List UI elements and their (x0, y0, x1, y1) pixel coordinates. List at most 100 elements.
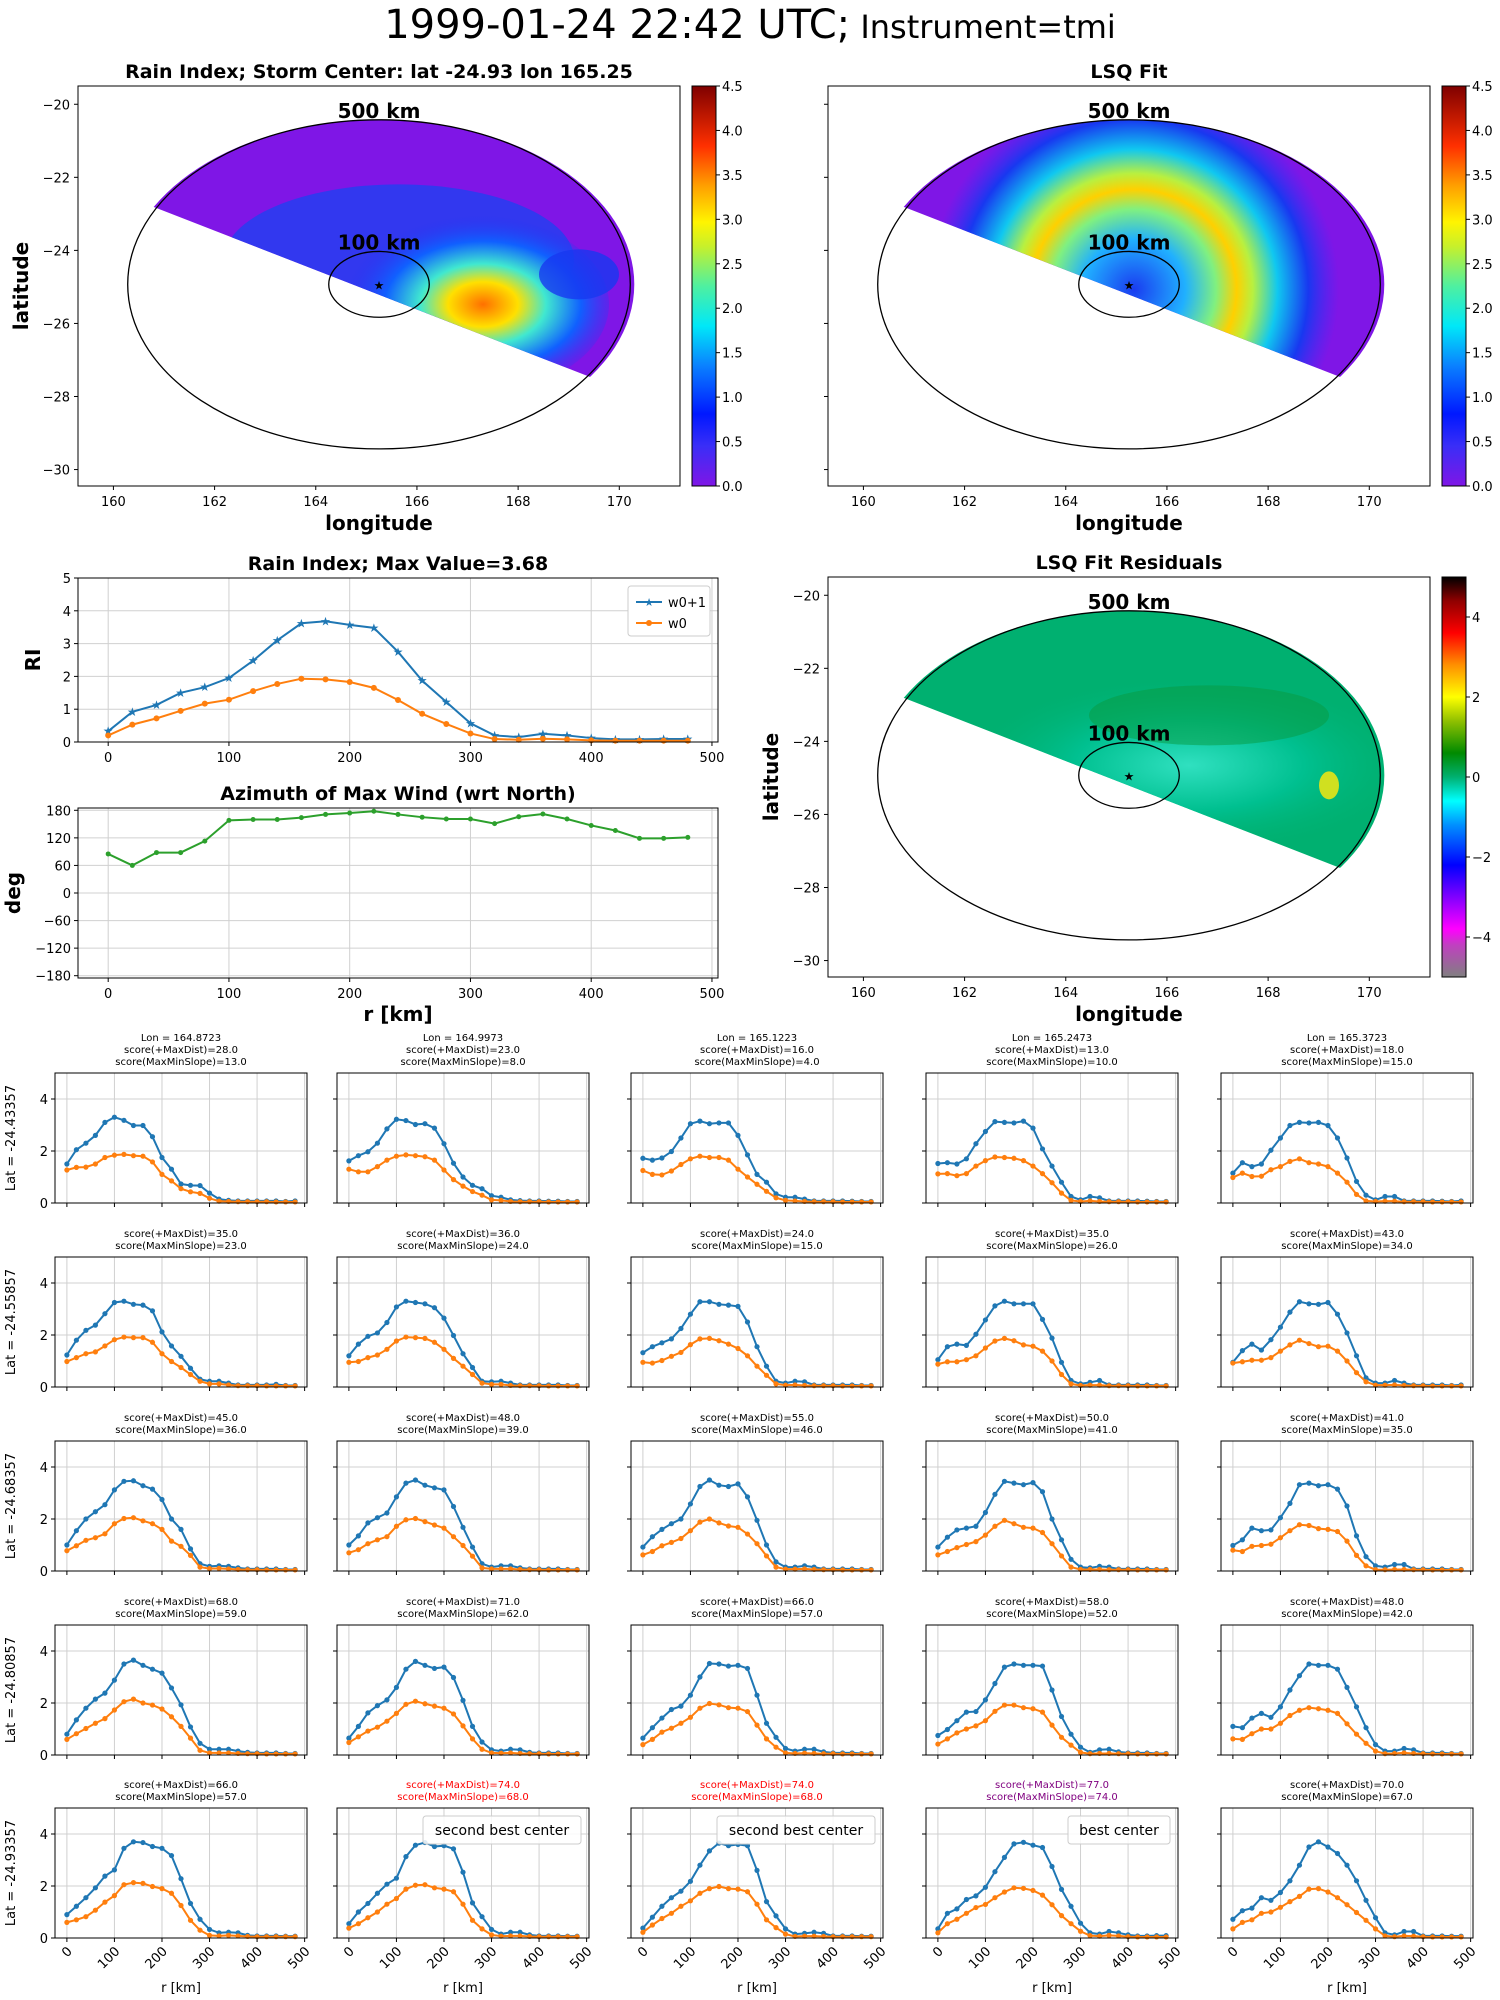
data-point-w0-plus-1 (460, 1697, 466, 1703)
data-point-w0-plus-1 (1249, 1715, 1255, 1721)
data-point-w0 (1163, 1567, 1169, 1573)
data-point-w0-plus-1 (687, 1311, 694, 1317)
data-point-w0-plus-1 (83, 1140, 89, 1146)
data-point-w0-plus-1 (102, 1690, 108, 1696)
data-point-w0 (1382, 1198, 1388, 1204)
panel-score-maxdist: score(+MaxDist)=18.0 (1290, 1045, 1404, 1056)
x-tick-label: 100 (966, 1944, 994, 1972)
data-point-w0 (1230, 1736, 1236, 1742)
data-point-w0 (64, 1167, 70, 1173)
data-point-w0-plus-1 (374, 1515, 381, 1521)
data-point-w0-plus-1 (973, 1331, 979, 1337)
data-point-w0 (1144, 1199, 1150, 1205)
data-point-w0 (735, 1524, 741, 1530)
data-point-w0 (1372, 1748, 1379, 1754)
data-point-w0 (1068, 1564, 1074, 1570)
data-point-w0 (346, 1550, 352, 1556)
data-point-w0 (1268, 1726, 1274, 1732)
data-point-w0-plus-1 (659, 1903, 665, 1909)
data-point-w0-plus-1 (725, 1663, 732, 1669)
series-line-w0-plus-1 (66, 1300, 296, 1387)
data-point-w0 (1039, 1892, 1046, 1898)
data-point-w0-plus-1 (1277, 1889, 1284, 1896)
data-point-w0 (1334, 1710, 1341, 1716)
data-point-w0 (773, 1195, 779, 1201)
panel-score-slope: score(MaxMinSlope)=10.0 (986, 1057, 1117, 1068)
data-point-w0-plus-1 (1239, 1537, 1245, 1543)
x-tick-label: 400 (579, 751, 604, 766)
data-point-w0 (992, 1523, 998, 1529)
ring-label-500km: 500 km (1088, 590, 1171, 614)
data-point-w0-plus-1: ★ (151, 698, 162, 712)
data-point-w0 (460, 1363, 466, 1369)
axes-frame (1220, 1807, 1474, 1939)
data-point-w0-plus-1 (365, 1149, 371, 1155)
data-point-w0-plus-1 (92, 1322, 99, 1328)
data-point-w0-plus-1 (1372, 1563, 1379, 1569)
data-point-w0-plus-1 (1001, 1664, 1008, 1670)
ring-100km (328, 250, 430, 318)
data-point-w0 (649, 1922, 655, 1928)
data-point-w0 (820, 1751, 827, 1757)
grid-panel-r2-c1: score(MaxMinSlope)=39.0score(+MaxDist)=4… (333, 1413, 590, 1575)
data-point-w0-plus-1 (982, 1128, 989, 1135)
data-point-w0-plus-1 (1277, 1704, 1284, 1710)
x-tick-label: 100 (217, 751, 242, 766)
data-point-w0-plus-1 (963, 1342, 970, 1348)
x-tick-label: 0 (341, 1944, 357, 1960)
data-point-w0 (441, 1886, 447, 1892)
data-point-w0-plus-1 (1296, 1482, 1303, 1488)
y-tick-label: −30 (793, 955, 820, 970)
data-point-w0 (868, 1567, 874, 1573)
data-point-w0 (263, 1751, 270, 1757)
data-point-w0 (1325, 1164, 1331, 1170)
x-tick-label: 200 (1309, 1944, 1337, 1972)
data-point-azimuth (274, 816, 280, 822)
x-tick-label: 100 (95, 1944, 123, 1972)
data-point-w0-plus-1 (1277, 1324, 1284, 1330)
data-point-w0 (1410, 1567, 1417, 1573)
data-point-w0 (1087, 1382, 1093, 1388)
grid-panel-r1-c2: score(MaxMinSlope)=15.0score(+MaxDist)=2… (627, 1229, 884, 1391)
x-tick-label: 164 (303, 495, 328, 510)
data-point-w0-plus-1 (954, 1906, 960, 1912)
data-point-w0 (178, 1723, 184, 1729)
data-point-w0-plus-1 (149, 1666, 156, 1672)
x-tick-label: 400 (1404, 1944, 1432, 1972)
grid-panel-r1-c1: score(MaxMinSlope)=24.0score(+MaxDist)=3… (333, 1229, 590, 1391)
data-point-w0 (1039, 1348, 1046, 1354)
grid-panel-r3-c1: score(MaxMinSlope)=62.0score(+MaxDist)=7… (333, 1597, 590, 1759)
series-line-w0-plus-1 (937, 1300, 1167, 1387)
data-point-w0-plus-1 (1068, 1731, 1074, 1737)
data-point-w0-plus-1 (374, 1140, 381, 1146)
data-point-azimuth (153, 850, 159, 856)
data-point-w0 (725, 1523, 732, 1529)
data-point-w0 (1020, 1342, 1027, 1348)
colorbar-tick-label: 4.5 (722, 80, 743, 95)
data-point-w0-plus-1 (479, 1739, 485, 1745)
data-point-w0 (283, 1199, 289, 1205)
data-point-w0-plus-1 (130, 1657, 137, 1663)
data-point-w0 (1277, 1164, 1284, 1170)
data-point-w0 (649, 1360, 655, 1366)
data-point-w0-plus-1 (1030, 1842, 1036, 1848)
data-point-w0 (687, 1156, 694, 1162)
data-point-azimuth (105, 851, 111, 857)
panel-score-maxdist: score(+MaxDist)=71.0 (406, 1597, 520, 1608)
data-point-w0-plus-1 (1039, 1146, 1046, 1152)
data-point-w0 (1325, 1707, 1331, 1713)
data-point-w0 (1439, 1199, 1445, 1205)
data-point-w0 (763, 1553, 770, 1559)
data-point-w0-plus-1 (697, 1674, 703, 1680)
data-point-w0 (1087, 1198, 1093, 1204)
data-point-w0-plus-1 (1401, 1561, 1407, 1568)
data-point-w0 (479, 1380, 485, 1386)
ring-label-500km: 500 km (338, 99, 421, 123)
data-point-w0 (839, 1199, 846, 1205)
data-point-azimuth (661, 835, 667, 841)
data-point-w0 (365, 1169, 371, 1175)
ring-500km (877, 610, 1381, 941)
data-point-w0 (292, 1934, 298, 1940)
data-point-w0-plus-1 (469, 1364, 476, 1371)
data-point-w0 (1115, 1751, 1122, 1757)
